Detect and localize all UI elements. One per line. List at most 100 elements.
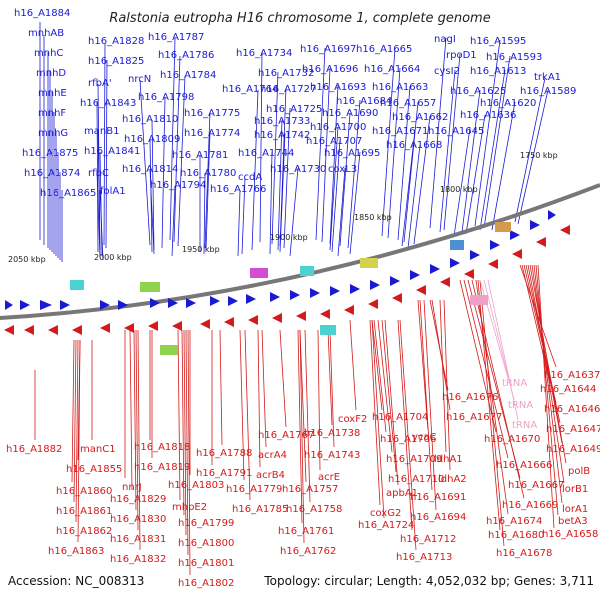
gene-label: rpoD1 [446, 50, 477, 61]
gene-label: h16_A1636 [460, 110, 516, 121]
gene-label: nnrJ [122, 482, 142, 493]
gene-label: h16_A1704 [372, 412, 428, 423]
gene-label: acrE [318, 472, 340, 483]
genome-backbone [0, 183, 600, 320]
gene-label: h16_A1882 [6, 444, 62, 455]
gene-label: h16_A1738 [304, 428, 360, 439]
gene-label: h16_A1710 [388, 474, 444, 485]
gene-label: h16_A1779 [226, 484, 282, 495]
gene-label: h16_A1589 [520, 86, 576, 97]
gene-label: h16_A1694 [410, 512, 466, 523]
gene-label: h16_A1676 [442, 392, 498, 403]
gene-label: h16_A1800 [178, 538, 234, 549]
gene-label: h16_A1829 [110, 494, 166, 505]
gene-label: h16_A1657 [380, 98, 436, 109]
gene-label: folA1 [100, 186, 126, 197]
gene-label: h16_A1625 [450, 86, 506, 97]
gene-label: apbA1 [386, 488, 418, 499]
gene-label: nrcN [128, 74, 151, 85]
gene-label: h16_A1671 [372, 126, 428, 137]
gene-label: cysI2 [434, 66, 460, 77]
forward-gene-labels: h16_A1884 mnhAB mnhC mnhD mnhE mnhF mnhG… [14, 8, 576, 199]
gene-label: coxF2 [338, 414, 367, 425]
gene-label: h16_A1781 [172, 150, 228, 161]
forward-strand-band [5, 210, 556, 310]
gene-label: h16_A1810 [122, 114, 178, 125]
gene-label: h16_A1803 [168, 480, 224, 491]
gene-label: h16_A1733 [254, 116, 310, 127]
gene-label: h16_A1707 [306, 136, 362, 147]
gene-label: mnhC [34, 48, 63, 59]
gene-label: lorA1 [562, 504, 588, 515]
genome-summary: Topology: circular; Length: 4,052,032 bp… [263, 574, 594, 588]
gene-label: h16_A1865 [40, 188, 96, 199]
gene-label: h16_A1620 [480, 98, 536, 109]
category-blocks [70, 222, 511, 355]
gene-label: h16_A1786 [158, 50, 214, 61]
gene-label: acrA4 [258, 450, 287, 461]
gene-label: mnhE [38, 88, 67, 99]
gene-label: h16_A1696 [302, 64, 358, 75]
gene-label: acrB4 [256, 470, 285, 481]
gene-label: rfbC [88, 168, 109, 179]
gene-label: h16_A1658 [542, 529, 598, 540]
gene-label: h16_A1674 [486, 516, 542, 527]
gene-label: h16_A1791 [196, 468, 252, 479]
gene-label: h16_A1884 [14, 8, 70, 19]
gene-label: h16_A1680 [488, 530, 544, 541]
gene-label: h16_A1780 [180, 168, 236, 179]
gene-label: h16_A1802 [178, 578, 234, 589]
gene-label: h16_A1874 [24, 168, 80, 179]
gene-label: h16_A1695 [324, 148, 380, 159]
gene-label: h16_A1691 [410, 492, 466, 503]
gene-label: h16_A1706 [380, 434, 436, 445]
gene-label: h16_A1666 [496, 460, 552, 471]
gene-label: h16_A1766 [210, 184, 266, 195]
trna-label: tRNA [502, 378, 527, 389]
gene-label: h16_A1762 [280, 546, 336, 557]
gene-label: h16_A1743 [304, 450, 360, 461]
gene-label: h16_A1801 [178, 558, 234, 569]
gene-label: h16_A1663 [372, 82, 428, 93]
tick-label: 2050 kbp [8, 255, 46, 264]
gene-label: mhpE2 [172, 502, 207, 513]
gene-label: h16_A1697 [300, 44, 356, 55]
gene-label: h16_A1798 [138, 92, 194, 103]
gene-label: h16_A1646 [544, 404, 600, 415]
map-title: Ralstonia eutropha H16 chromosome 1, com… [109, 11, 490, 26]
gene-label: h16_A1732 [258, 68, 314, 79]
tick-label: 1950 kbp [182, 245, 220, 254]
gene-label: h16_A1794 [150, 180, 206, 191]
gene-label: h16_A1828 [88, 36, 144, 47]
gene-label: h16_A1830 [110, 514, 166, 525]
gene-label: h16_A1774 [184, 128, 240, 139]
gene-label: h16_A1742 [254, 130, 310, 141]
gene-label: h16_A1649 [546, 444, 600, 455]
gene-label: coxL3 [328, 164, 357, 175]
gene-label: h16_A1690 [322, 108, 378, 119]
gene-label: ycaC [412, 432, 437, 443]
gene-label: h16_A1843 [80, 98, 136, 109]
gene-label: coxG2 [370, 508, 401, 519]
gene-label: h16_A1863 [48, 546, 104, 557]
gene-label: mnhG [38, 128, 68, 139]
gene-label: polB [568, 466, 590, 477]
gene-label: manB1 [84, 126, 119, 137]
gene-label: h16_A1677 [446, 412, 502, 423]
gene-label: h16_A1734 [236, 48, 292, 59]
trna-label: tRNA [512, 420, 537, 431]
gene-label: mnhF [38, 108, 66, 119]
reverse-gene-labels: h16_A1882 manC1 h16_A1855 h16_A1860 h16_… [6, 370, 600, 589]
gene-label: h16_A1799 [178, 518, 234, 529]
gene-label: h16_A1862 [56, 526, 112, 537]
gene-label: h16_A1785 [232, 504, 288, 515]
gene-label: h16_A1613 [470, 66, 526, 77]
gene-label: h16_A1713 [396, 552, 452, 563]
gene-label: h16_A1761 [278, 526, 334, 537]
gene-label: h16_A1645 [428, 126, 484, 137]
gene-label: h16_A1744 [238, 148, 294, 159]
tick-label: 1900 kbp [270, 233, 308, 242]
gene-label: h16_A1664 [364, 64, 420, 75]
gene-label: h16_A1861 [56, 506, 112, 517]
gene-label: h16_A1662 [392, 112, 448, 123]
